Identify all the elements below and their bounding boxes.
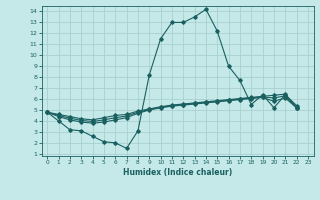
X-axis label: Humidex (Indice chaleur): Humidex (Indice chaleur) (123, 168, 232, 177)
